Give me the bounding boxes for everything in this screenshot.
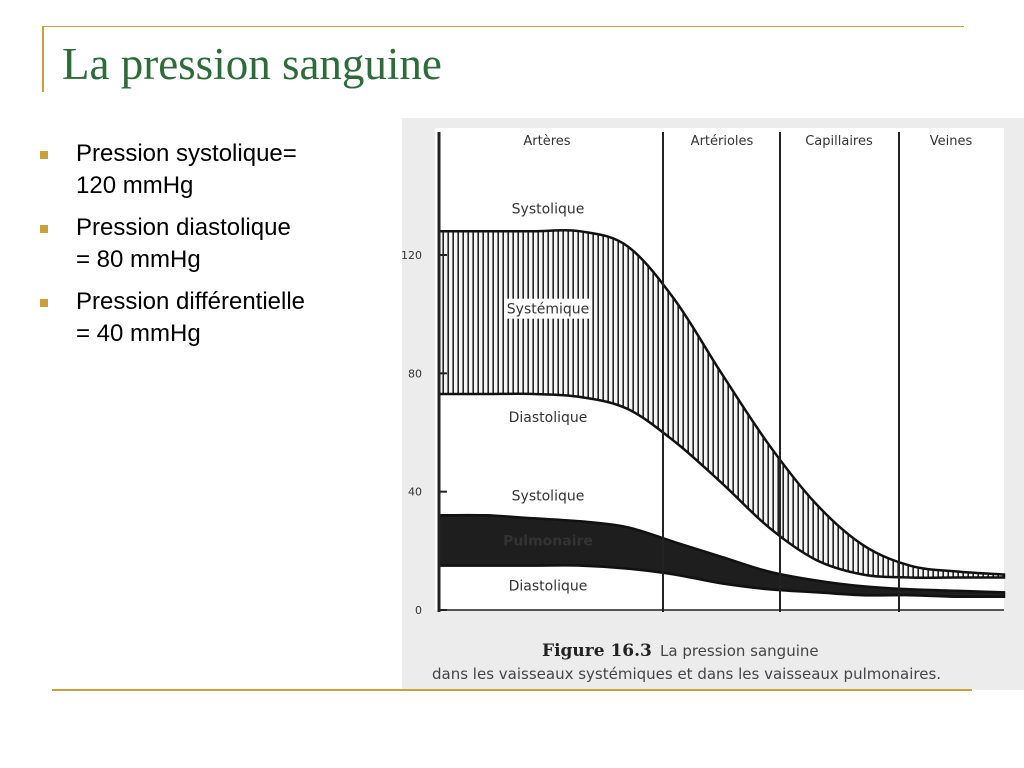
bullet-systolic: Pression systolique= 120 mmHg [40, 138, 380, 202]
y-tick-label: 0 [415, 604, 422, 617]
bullet-diastolic: Pression diastolique = 80 mmHg [40, 212, 380, 276]
figure-number: Figure 16.3 [542, 641, 652, 661]
bullet-text: = 80 mmHg [76, 246, 201, 273]
bullet-square-icon [40, 225, 48, 233]
bullet-pulse-pressure: Pression différentielle = 40 mmHg [40, 286, 380, 350]
slide-title: La pression sanguine [62, 39, 442, 89]
y-tick-label: 40 [408, 486, 422, 499]
bullet-text: 120 mmHg [76, 172, 194, 199]
figure-caption: La pression sanguine [660, 642, 819, 660]
series-name-label: Systémique [507, 302, 589, 318]
y-tick-label: 120 [402, 249, 422, 262]
blood-pressure-chart: 04080120Pression sanguine ArtèresArtério… [402, 128, 1006, 683]
bullet-square-icon [40, 299, 48, 307]
series-name-label: Pulmonaire [503, 533, 593, 549]
bullet-list: Pression systolique= 120 mmHg Pression d… [40, 138, 380, 360]
series-upper-label: Systolique [512, 201, 585, 217]
series-upper-label: Systolique [512, 488, 585, 504]
y-tick-label: 80 [408, 367, 422, 380]
bottom-decor-line [52, 689, 972, 691]
bullet-text: = 40 mmHg [76, 320, 201, 347]
series-lower-label: Diastolique [509, 579, 588, 595]
region-label: Capillaires [805, 134, 873, 149]
title-decor-bar [42, 26, 44, 92]
figure-caption-line2: dans les vaisseaux systémiques et dans l… [432, 665, 941, 683]
region-label: Artères [523, 134, 570, 149]
bullet-text: Pression diastolique [76, 214, 291, 241]
figure-panel: 04080120Pression sanguine ArtèresArtério… [402, 118, 1024, 690]
series-name-box [504, 298, 592, 319]
bullet-square-icon [40, 151, 48, 159]
bullet-text: Pression différentielle [76, 288, 306, 315]
region-label: Artérioles [691, 134, 754, 149]
bullet-text: Pression systolique= [76, 140, 297, 167]
top-decor-line [42, 26, 964, 27]
series-lower-label: Diastolique [509, 410, 588, 426]
series-band-pulmonaire [437, 513, 1006, 599]
region-label: Veines [930, 134, 973, 149]
